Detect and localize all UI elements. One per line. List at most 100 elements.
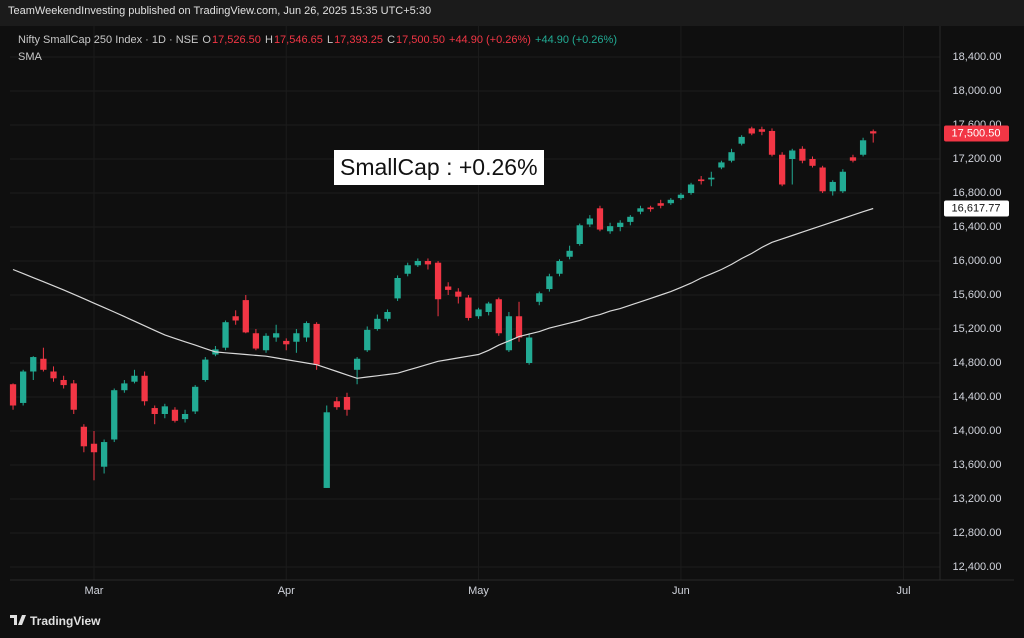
candle-body bbox=[505, 316, 513, 351]
candle bbox=[819, 165, 826, 193]
candle bbox=[677, 193, 685, 200]
candle bbox=[657, 199, 664, 209]
y-tick-label: 15,600.00 bbox=[953, 289, 1002, 301]
candle bbox=[708, 171, 715, 187]
y-tick-label: 13,600.00 bbox=[953, 459, 1002, 471]
grid bbox=[10, 26, 940, 580]
candle-body bbox=[161, 406, 168, 414]
candle bbox=[404, 262, 411, 277]
candle-body bbox=[809, 159, 816, 166]
candle-body bbox=[252, 333, 260, 349]
candle-body bbox=[566, 250, 573, 257]
candle-body bbox=[80, 426, 88, 447]
candle bbox=[171, 407, 179, 423]
candle bbox=[465, 295, 472, 321]
x-tick-label: Jun bbox=[672, 585, 690, 597]
candle bbox=[515, 301, 523, 342]
candle-body bbox=[637, 208, 644, 212]
candle-body bbox=[202, 359, 209, 380]
candle bbox=[293, 329, 300, 353]
candle bbox=[50, 366, 57, 382]
plot bbox=[9, 126, 877, 488]
candle-body bbox=[121, 383, 128, 391]
candle bbox=[20, 369, 27, 406]
candle bbox=[728, 148, 735, 163]
candle-body bbox=[313, 323, 320, 365]
candle-body bbox=[9, 384, 17, 406]
candle bbox=[617, 220, 624, 232]
candle bbox=[343, 392, 351, 416]
x-tick-label: Apr bbox=[278, 585, 295, 597]
candle bbox=[242, 295, 249, 334]
candle-body bbox=[111, 390, 118, 440]
candle-body bbox=[434, 262, 442, 300]
candle bbox=[576, 223, 583, 246]
candle bbox=[698, 176, 705, 185]
candle-body bbox=[485, 303, 492, 312]
candle-body bbox=[667, 199, 674, 204]
brand: TradingView bbox=[30, 614, 101, 628]
candle bbox=[748, 126, 755, 136]
candle-body bbox=[222, 322, 229, 348]
candle-body bbox=[455, 291, 462, 297]
candle-body bbox=[526, 337, 533, 363]
candle-body bbox=[768, 130, 776, 155]
candle bbox=[485, 301, 492, 316]
candle-body bbox=[70, 383, 77, 410]
candle bbox=[333, 397, 341, 410]
y-tick-label: 14,400.00 bbox=[953, 391, 1002, 403]
sma-change: +44.90 (+0.26%) bbox=[535, 34, 617, 46]
candle bbox=[556, 259, 563, 277]
candle-body bbox=[30, 357, 37, 372]
candle bbox=[30, 356, 37, 380]
candle-body bbox=[293, 333, 300, 342]
candle-body bbox=[536, 293, 543, 302]
candle-body bbox=[748, 128, 755, 134]
candle-body bbox=[596, 208, 604, 230]
ohlc-key: C bbox=[387, 34, 396, 46]
candle bbox=[434, 261, 442, 317]
axes: 12,400.00 12,800.00 13,200.00 13,600.00 14,0… bbox=[85, 51, 1009, 597]
candle-body bbox=[20, 371, 27, 403]
candle-body bbox=[576, 225, 583, 244]
candle-body bbox=[303, 323, 310, 338]
candle bbox=[849, 154, 857, 163]
candle-body bbox=[242, 300, 249, 333]
candle-body bbox=[718, 162, 725, 168]
candle bbox=[313, 322, 320, 370]
candle-body bbox=[192, 386, 199, 412]
candle-body bbox=[617, 222, 624, 227]
candle-body bbox=[50, 371, 57, 379]
candle-body bbox=[708, 177, 715, 180]
candle bbox=[789, 148, 796, 185]
candle bbox=[70, 380, 77, 414]
candle bbox=[596, 205, 604, 232]
candle bbox=[809, 156, 816, 168]
candle bbox=[475, 307, 482, 319]
publish-header: TeamWeekendInvesting published on Tradin… bbox=[8, 5, 432, 17]
candle bbox=[839, 169, 846, 193]
price-label-box bbox=[944, 125, 1009, 142]
candle-body bbox=[829, 181, 836, 192]
candle bbox=[9, 383, 17, 410]
candle-body bbox=[171, 409, 179, 421]
candle bbox=[445, 282, 452, 295]
candle-body bbox=[374, 318, 381, 329]
candle-body bbox=[141, 375, 148, 402]
symbol: Nifty SmallCap 250 Index · 1D · NSE bbox=[18, 34, 199, 46]
x-tick-label: Mar bbox=[85, 585, 104, 597]
ohlc-value: 17,526.50 bbox=[211, 34, 261, 46]
candle bbox=[829, 180, 836, 196]
candle-body bbox=[404, 265, 411, 274]
sma-line bbox=[12, 207, 874, 379]
ohlc-key: O bbox=[202, 34, 211, 46]
y-tick-label: 12,800.00 bbox=[953, 527, 1002, 539]
candle bbox=[192, 385, 199, 414]
y-tick-label: 16,800.00 bbox=[953, 187, 1002, 199]
candle bbox=[232, 310, 239, 325]
y-tick-label: 16,000.00 bbox=[953, 255, 1002, 267]
candle bbox=[859, 137, 867, 157]
candle bbox=[353, 357, 361, 385]
candle bbox=[627, 215, 634, 226]
